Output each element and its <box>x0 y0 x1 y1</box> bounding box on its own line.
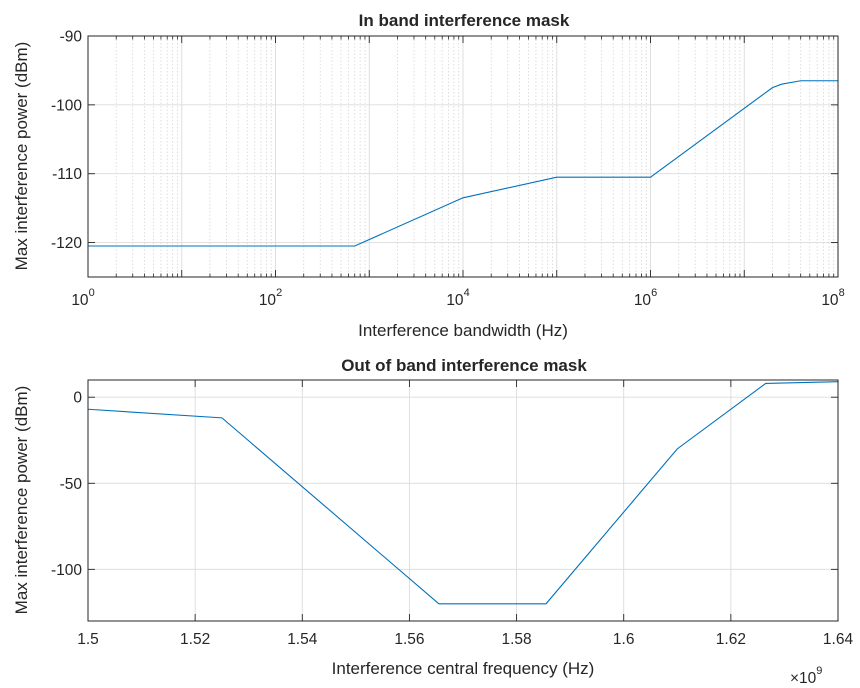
series-line <box>88 80 838 247</box>
tick-exp: 8 <box>839 287 845 299</box>
out-of-band-chart: Out of band interference mask 1.5 1.52 1.5… <box>12 356 853 687</box>
tick-base: 10 <box>821 292 839 309</box>
y-tick-label: 0 <box>73 390 82 407</box>
x-tick-labels: 1.5 1.52 1.54 1.56 1.58 1.6 1.62 1.64 <box>77 631 853 648</box>
x-tick-label: 106 <box>634 287 657 309</box>
chart-title: Out of band interference mask <box>341 356 587 375</box>
tick-base: 10 <box>634 292 652 309</box>
x-tick-label: 108 <box>821 287 844 309</box>
chart-title: In band interference mask <box>359 11 570 30</box>
tick-base: 10 <box>446 292 464 309</box>
tick-marks <box>87 35 839 277</box>
tick-base: 10 <box>71 292 89 309</box>
x-tick-label: 100 <box>71 287 94 309</box>
x-multiplier-label: ×109 <box>790 665 822 687</box>
tick-exp: 2 <box>276 287 282 299</box>
x-tick-label: 1.5 <box>77 631 99 648</box>
axes-box <box>87 379 839 622</box>
y-tick-label: -100 <box>51 97 82 114</box>
x-tick-label: 1.54 <box>287 631 318 648</box>
tick-exp: 0 <box>89 287 95 299</box>
y-tick-label: -90 <box>60 29 83 46</box>
x-tick-label: 104 <box>446 287 469 309</box>
plot-area <box>88 380 838 621</box>
series-line <box>87 381 839 605</box>
y-axis-label: Max interference power (dBm) <box>12 42 31 271</box>
y-axis-label: Max interference power (dBm) <box>12 386 31 615</box>
x-tick-labels: 100 102 104 106 108 <box>71 287 844 309</box>
x-tick-label: 1.58 <box>501 631 531 648</box>
x-tick-label: 1.62 <box>716 631 746 648</box>
x-tick-label: 1.64 <box>823 631 854 648</box>
y-tick-label: -120 <box>51 235 82 252</box>
y-tick-labels: -90 -100 -110 -120 <box>51 29 82 253</box>
x-axis-label: Interference central frequency (Hz) <box>332 659 595 678</box>
tick-exp: 4 <box>464 287 470 299</box>
y-tick-labels: 0 -50 -100 <box>51 390 82 579</box>
grid <box>88 35 838 277</box>
multiplier-exp: 9 <box>816 665 822 677</box>
y-tick-label: -50 <box>60 476 83 493</box>
x-tick-label: 102 <box>259 287 282 309</box>
y-tick-label: -100 <box>51 562 82 579</box>
tick-base: 10 <box>259 292 277 309</box>
x-tick-label: 1.56 <box>394 631 424 648</box>
tick-exp: 6 <box>651 287 657 299</box>
tick-marks <box>87 380 839 621</box>
in-band-chart: In band interference mask 100 102 104 106 10… <box>12 11 845 340</box>
x-tick-label: 1.52 <box>180 631 210 648</box>
multiplier-base: ×10 <box>790 670 817 687</box>
x-tick-label: 1.6 <box>613 631 635 648</box>
x-axis-label: Interference bandwidth (Hz) <box>358 321 568 340</box>
grid <box>88 380 838 621</box>
y-tick-label: -110 <box>52 166 82 183</box>
